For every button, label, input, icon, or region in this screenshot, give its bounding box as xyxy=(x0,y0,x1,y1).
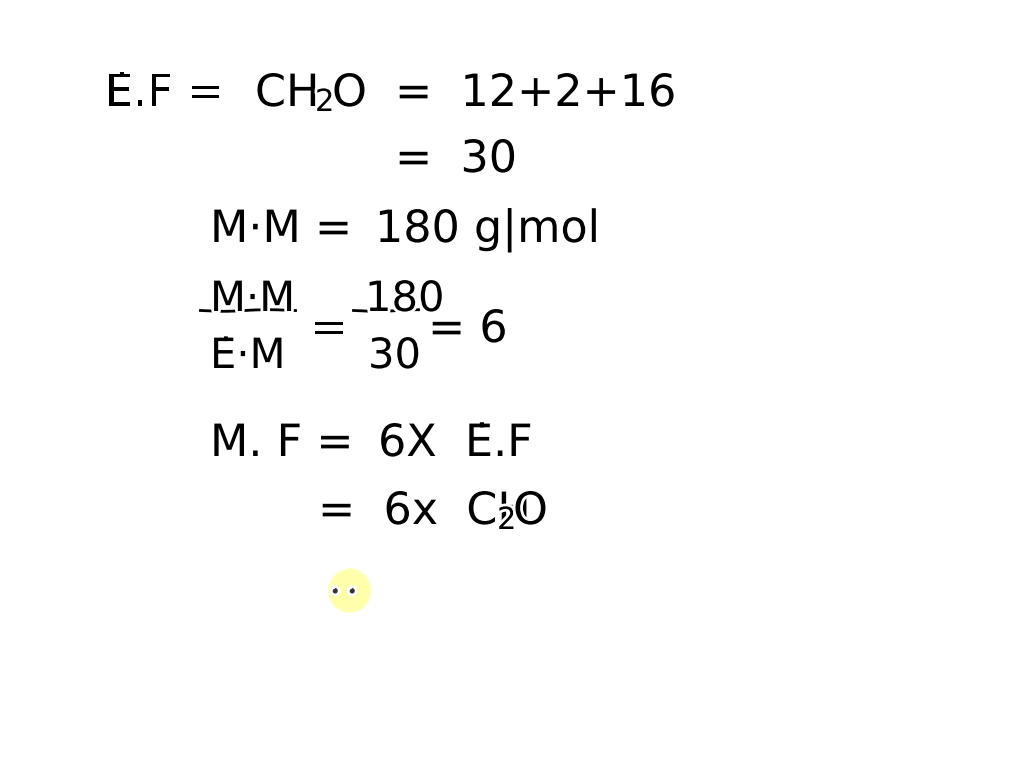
Text: = 6: = 6 xyxy=(428,308,508,351)
Text: =  12+2+16: = 12+2+16 xyxy=(395,72,677,115)
Text: M·M =: M·M = xyxy=(210,208,352,251)
Text: Ė.F =: Ė.F = xyxy=(105,72,224,115)
Circle shape xyxy=(332,588,338,594)
Text: M·M: M·M xyxy=(210,278,295,320)
Text: 6X  Ė.F: 6X Ė.F xyxy=(378,422,532,465)
Text: M. F =: M. F = xyxy=(210,422,353,465)
Text: =  30: = 30 xyxy=(395,138,517,181)
Text: =  6x  CH: = 6x CH xyxy=(318,490,531,533)
Text: 2: 2 xyxy=(315,88,335,117)
Text: CH: CH xyxy=(255,72,319,115)
Text: 180: 180 xyxy=(365,278,444,320)
Text: 180 g|mol: 180 g|mol xyxy=(375,208,600,253)
Text: Ė·M: Ė·M xyxy=(210,335,286,377)
Text: O: O xyxy=(513,490,548,533)
Text: =: = xyxy=(310,308,347,351)
Text: 2: 2 xyxy=(497,506,516,535)
Text: O: O xyxy=(332,72,367,115)
Circle shape xyxy=(328,568,372,612)
Circle shape xyxy=(349,588,355,594)
Text: 30: 30 xyxy=(368,335,421,377)
